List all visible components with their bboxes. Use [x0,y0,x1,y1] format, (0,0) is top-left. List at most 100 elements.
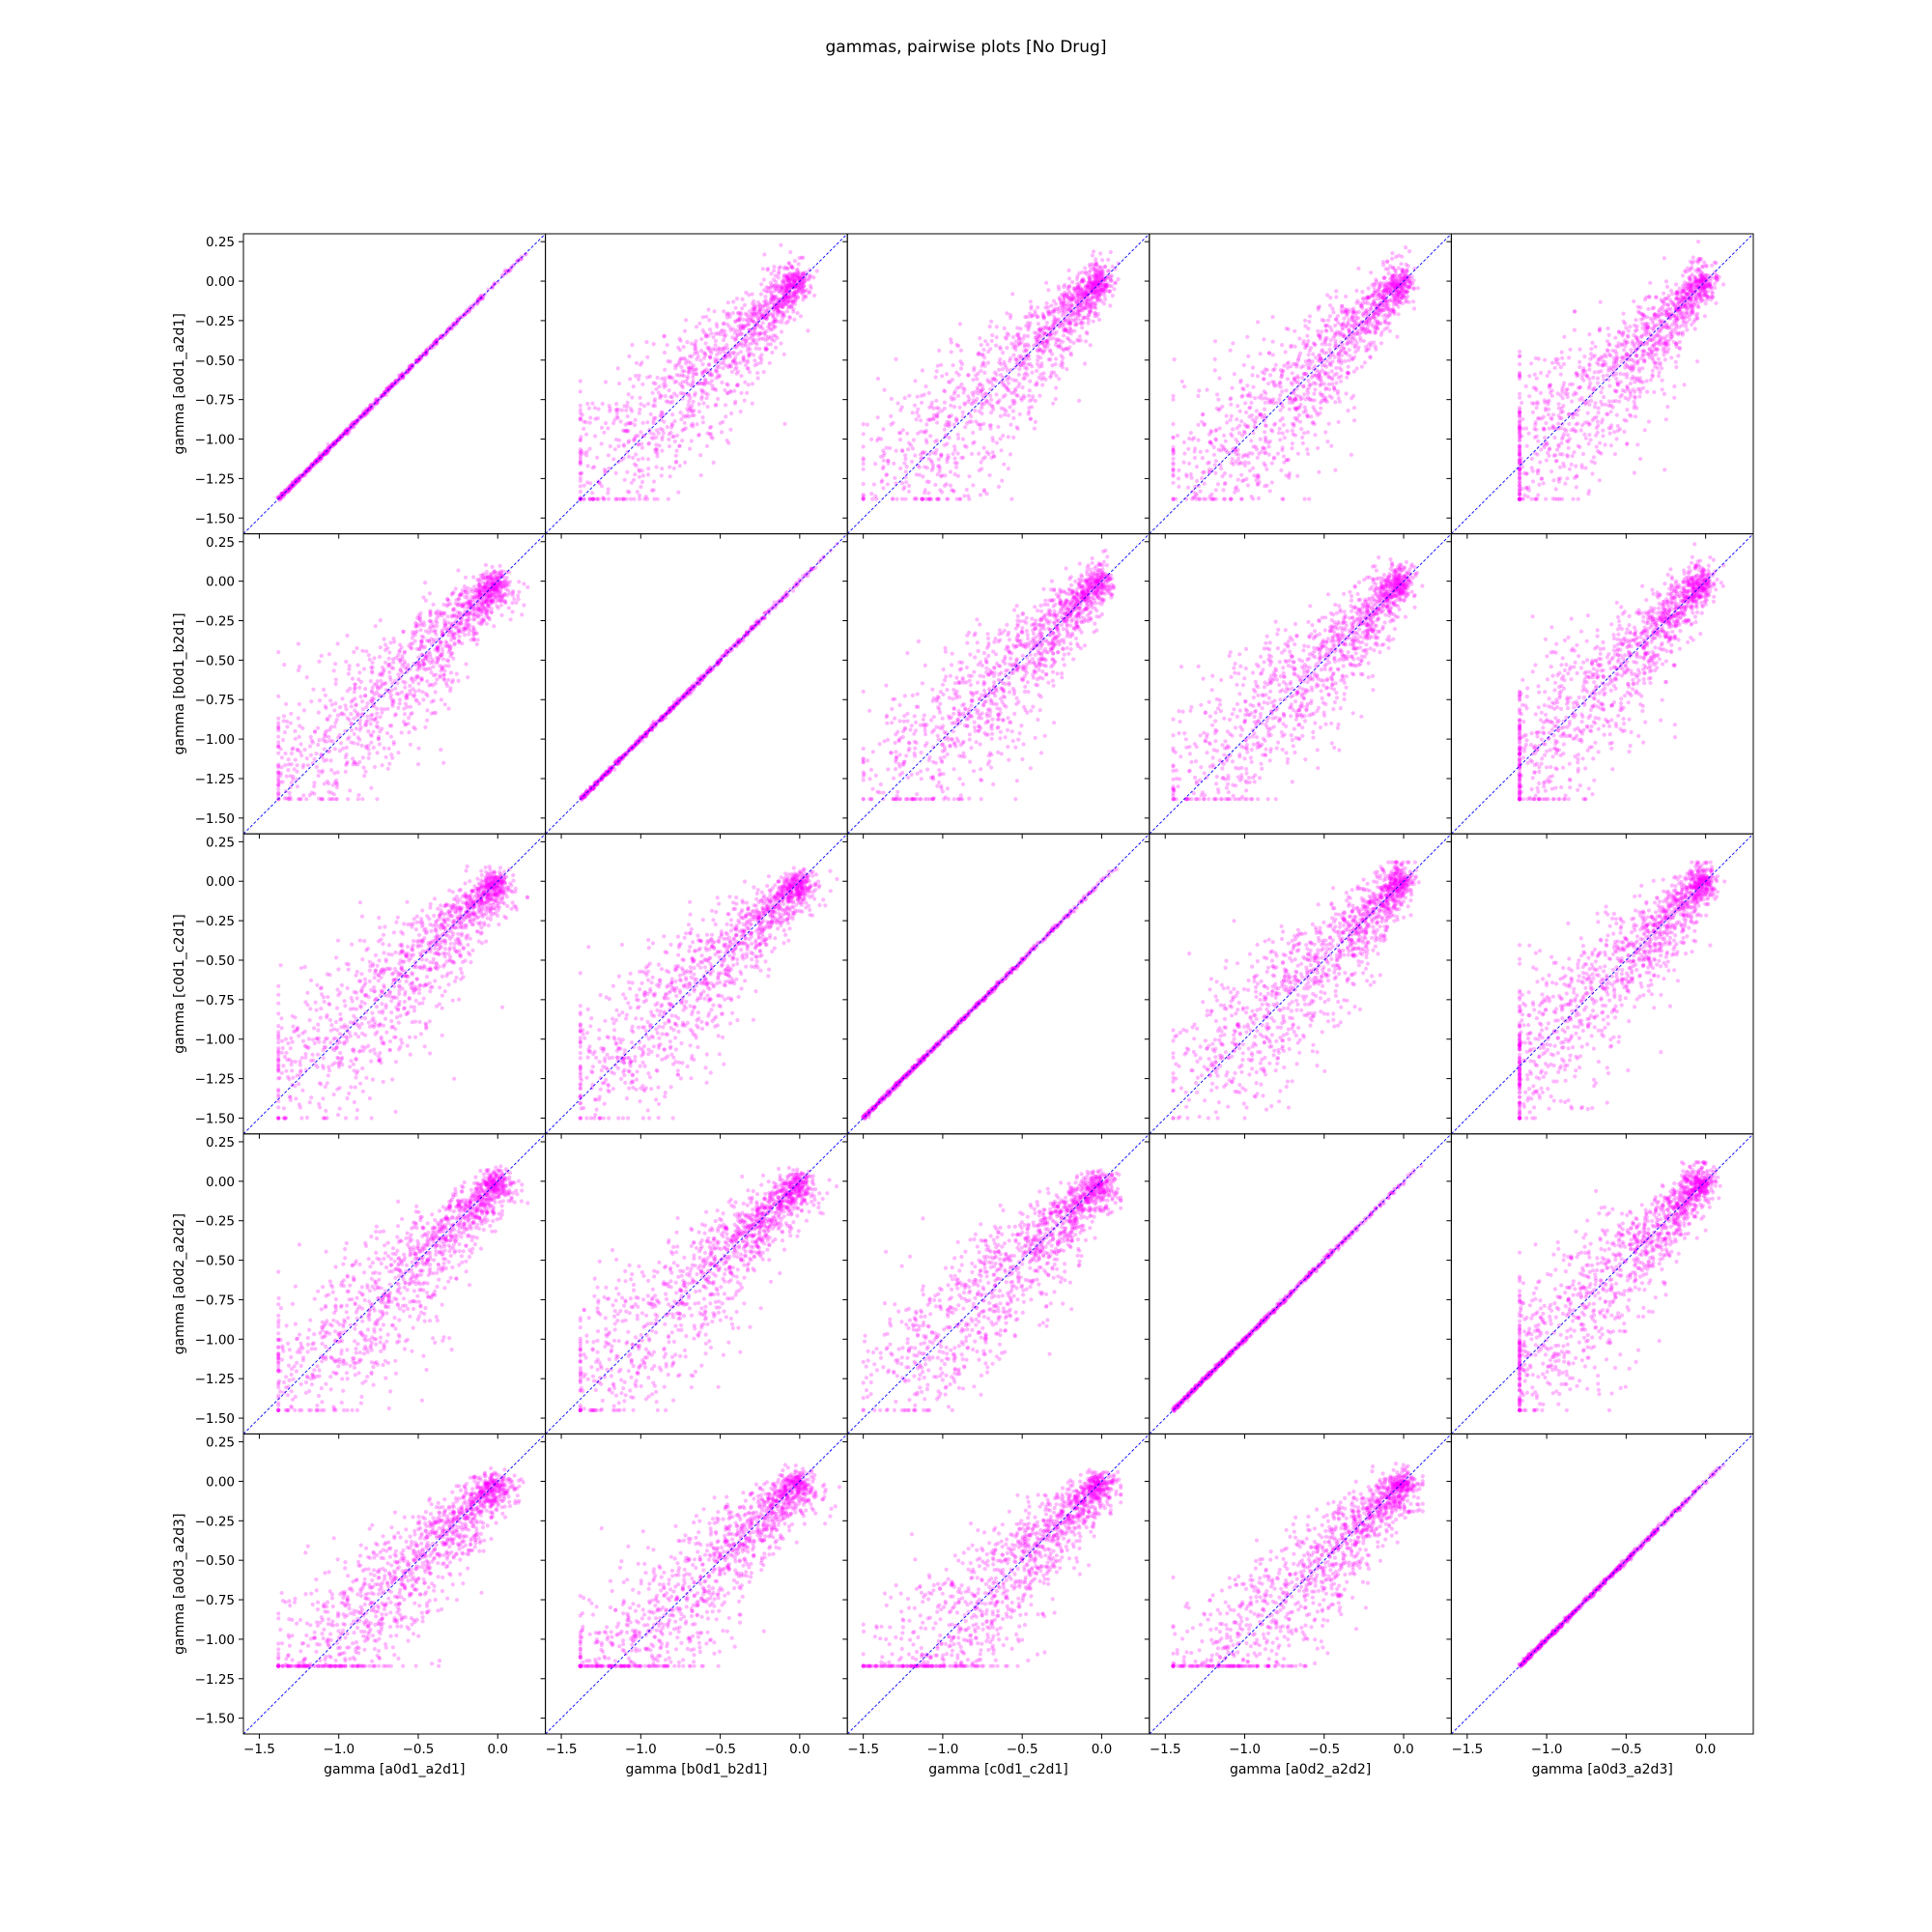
scatter-point [776,308,781,313]
scatter-point [1093,280,1097,285]
scatter-point [1211,452,1216,457]
scatter-point [706,347,712,352]
scatter-point [1355,323,1360,327]
scatter-point [504,269,509,274]
scatter-point [1373,311,1378,316]
scatter-point [1087,275,1092,280]
scatter-point [758,324,763,328]
scatter-point [457,315,462,320]
scatter-point [724,355,729,359]
scatter-point [768,311,773,316]
scatter-point [919,497,924,501]
scatter-point [1005,311,1009,316]
scatter-point [1553,453,1558,458]
scatter-point [1323,395,1328,400]
scatter-point [1229,460,1235,466]
scatter-point [1080,270,1085,274]
scatter-point [1317,332,1321,337]
scatter-point [1040,327,1045,332]
scatter-point [1593,344,1598,349]
scatter-point [776,309,781,314]
scatter-point [361,412,366,417]
scatter-point [611,421,616,426]
scatter-point [355,417,359,422]
scatter-point [673,363,678,368]
scatter-point [1107,289,1112,294]
scatter-point [1518,460,1522,465]
scatter-point [1306,385,1311,390]
scatter-point [1090,292,1094,297]
scatter-point [764,315,769,320]
scatter-point [990,436,995,440]
scatter-point [1404,299,1408,304]
scatter-point [715,369,720,374]
scatter-point [1200,476,1205,481]
scatter-point [608,409,612,413]
scatter-point [1068,298,1073,303]
scatter-point [393,379,398,384]
scatter-point [861,462,866,467]
scatter-point [1177,484,1181,489]
scatter-point [1097,269,1102,273]
scatter-point [1383,299,1388,304]
scatter-point [1039,341,1045,346]
scatter-point [1541,414,1546,419]
scatter-point [421,351,426,355]
scatter-point [793,298,798,303]
scatter-point [1306,390,1311,396]
scatter-point [792,259,798,264]
scatter-point [896,431,902,436]
scatter-point [939,473,944,479]
scatter-point [1355,330,1360,335]
scatter-point [1198,449,1203,454]
scatter-point [1293,376,1297,381]
scatter-point [791,306,796,312]
scatter-point [1267,489,1272,494]
scatter-point [1175,433,1180,438]
scatter-point [1014,425,1019,430]
scatter-point [1220,474,1225,479]
scatter-point [1293,415,1297,420]
scatter-point [363,407,368,412]
y-tick-label: −0.50 [195,354,235,369]
scatter-point [1259,393,1264,398]
scatter-point [318,459,323,464]
scatter-point [1301,339,1306,344]
scatter-point [1079,293,1084,298]
panel-a0d1_a2d1-vs-c0d1_c2d1 [842,233,1151,539]
scatter-point [1052,308,1057,313]
scatter-point [781,304,785,309]
scatter-point [1380,296,1385,300]
scatter-point [1270,429,1275,434]
scatter-point [688,395,693,400]
scatter-point [1664,310,1669,315]
scatter-point [955,432,960,437]
scatter-point [1382,288,1387,293]
scatter-point [1291,361,1296,366]
scatter-point [1290,421,1294,426]
scatter-point [625,421,631,426]
scatter-point [931,417,936,422]
scatter-point [954,461,959,466]
scatter-point [1350,307,1354,312]
scatter-point [710,347,716,352]
scatter-point [1242,463,1248,468]
scatter-point [781,298,786,302]
panel-a0d1_a2d1-vs-a0d2_a2d2 [1144,233,1452,539]
scatter-point [591,497,596,501]
scatter-point [1569,428,1574,433]
scatter-point [1094,270,1098,275]
scatter-point [1247,451,1252,456]
scatter-point [1250,417,1255,422]
scatter-point [757,347,762,352]
scatter-point [337,438,342,442]
scatter-point [901,487,906,492]
scatter-point [946,453,951,458]
scatter-point [701,401,706,406]
scatter-point [578,484,582,489]
scatter-point [966,494,971,498]
scatter-point [1099,281,1104,286]
scatter-point [788,276,794,281]
scatter-point [861,456,866,461]
scatter-point [1337,355,1342,360]
